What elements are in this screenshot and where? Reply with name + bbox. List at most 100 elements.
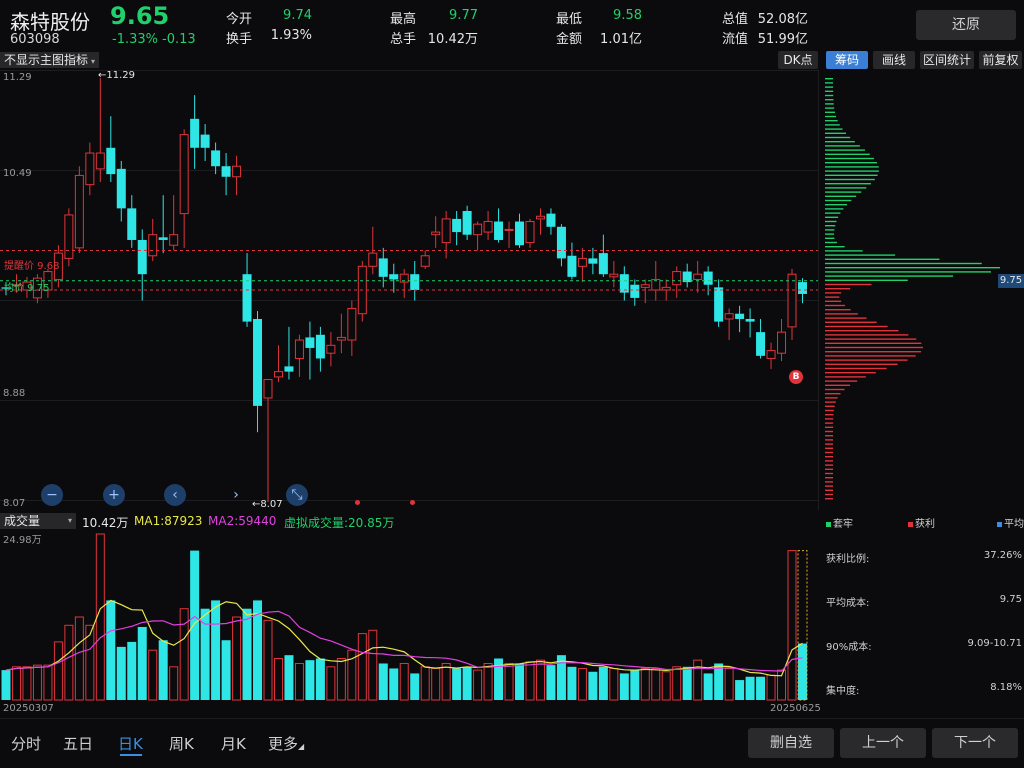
quote-label-float-cap: 流值: [722, 32, 749, 47]
previous-button[interactable]: 上一个: [840, 728, 926, 758]
candle-body: [32, 277, 42, 299]
chip-bar: [825, 489, 833, 491]
remove-watchlist-button[interactable]: 删自选: [748, 728, 834, 758]
tab-drawing[interactable]: 画线: [873, 51, 915, 69]
chip-bar: [825, 355, 916, 357]
volume-bar: [106, 600, 116, 700]
volume-bar: [347, 649, 357, 701]
chip-bar: [825, 233, 835, 235]
volume-bar: [1, 670, 11, 700]
candle-body: [640, 284, 650, 288]
quote-value-open: 9.74: [283, 8, 312, 23]
candle-body: [609, 273, 619, 278]
chip-bar: [825, 401, 836, 403]
chip-bar: [825, 94, 834, 97]
chip-bar: [825, 380, 858, 382]
volume-bar: [473, 669, 483, 701]
zoom-in-icon[interactable]: +: [103, 484, 125, 506]
volume-bar: [378, 663, 388, 700]
tab-monthly-k[interactable]: 月K: [221, 735, 246, 753]
stat-value-profit-ratio: 37.26%: [983, 550, 1022, 561]
chip-bar: [825, 153, 870, 155]
candle-body: [95, 152, 105, 170]
chip-bar: [825, 262, 982, 265]
axis-label-high: 11.29: [3, 72, 32, 83]
indicator-dropdown[interactable]: 不显示主图指标 ▾: [0, 52, 100, 68]
volume-bar: [410, 673, 420, 700]
volume-bar: [326, 666, 336, 701]
tab-daily-k[interactable]: 日K: [118, 735, 143, 753]
volume-bar: [53, 641, 63, 701]
chip-bar: [825, 115, 837, 118]
kline-chart[interactable]: [0, 70, 1024, 510]
next-button[interactable]: 下一个: [932, 728, 1018, 758]
dropdown-caret-icon: ▾: [91, 57, 96, 66]
chip-bar: [825, 267, 1000, 269]
volume-bar: [703, 673, 713, 700]
restore-button[interactable]: 还原: [916, 10, 1016, 40]
buy-signal-marker[interactable]: B: [789, 370, 803, 384]
chip-bar: [825, 456, 834, 458]
quote-value-low: 9.58: [613, 8, 642, 23]
tab-weekly-k[interactable]: 周K: [169, 735, 194, 753]
chip-bar: [825, 359, 908, 361]
tab-forward-adjust[interactable]: 前复权: [979, 51, 1022, 69]
candle-body: [1, 287, 11, 289]
legend-trapped: 套牢: [826, 515, 853, 530]
chip-bar: [825, 422, 834, 424]
volume-bar: [588, 671, 598, 700]
chip-bar: [825, 90, 834, 92]
event-dot-icon[interactable]: [410, 500, 415, 505]
volume-bar: [64, 624, 74, 701]
stock-code: 603098: [10, 32, 60, 47]
candle-body: [556, 226, 566, 259]
chevron-left-icon[interactable]: ‹: [164, 484, 186, 506]
tab-five-day[interactable]: 五日: [63, 735, 94, 753]
volume-bar: [682, 666, 692, 700]
chip-bar: [825, 321, 877, 323]
quote-label-market-cap: 总值: [722, 12, 749, 27]
chip-bar: [825, 241, 837, 244]
quote-value-market-cap: 52.08亿: [757, 12, 808, 27]
chip-bar: [825, 372, 876, 374]
chip-bar: [825, 279, 908, 281]
candle-body: [745, 318, 755, 322]
chip-bar: [825, 464, 833, 466]
volume-bar: [148, 649, 158, 701]
tab-chips[interactable]: 筹码: [826, 51, 868, 69]
event-dot-icon[interactable]: [355, 500, 360, 505]
chip-bar: [825, 300, 842, 302]
zoom-out-icon[interactable]: −: [41, 484, 63, 506]
tab-range-stats[interactable]: 区间统计: [920, 51, 974, 69]
tab-intraday[interactable]: 分时: [11, 735, 42, 753]
candle-body: [693, 273, 703, 280]
volume-dropdown[interactable]: 成交量 ▾: [0, 513, 76, 529]
chip-bar: [825, 485, 833, 487]
chip-bar: [825, 174, 878, 176]
candle-body: [735, 313, 745, 319]
volume-bar: [273, 658, 283, 701]
volume-bar: [515, 663, 525, 700]
fullscreen-icon[interactable]: ⤡: [286, 484, 308, 506]
quote-label-low: 最低: [556, 12, 583, 27]
candle-body: [787, 273, 797, 328]
volume-bar: [672, 666, 682, 701]
volume-bar: [452, 668, 462, 700]
chevron-right-icon[interactable]: ›: [233, 487, 239, 503]
dk-point-button[interactable]: DK点: [778, 51, 818, 69]
volume-bar: [179, 608, 189, 701]
chip-bar: [825, 435, 834, 437]
legend-profit-label: 获利: [915, 519, 935, 530]
volume-bar: [85, 624, 95, 701]
candle-body: [179, 134, 189, 215]
volume-bar: [766, 674, 776, 701]
candle-body: [703, 271, 713, 285]
bottom-divider: [0, 718, 1024, 719]
tab-more[interactable]: 更多◢: [268, 733, 304, 754]
stat-label-concentration: 集中度:: [826, 686, 860, 697]
chip-bar: [825, 477, 833, 479]
change-percent: -1.33%: [112, 32, 158, 47]
volume-bar: [441, 662, 451, 701]
candle-body: [11, 284, 21, 287]
candle-body: [619, 274, 629, 293]
